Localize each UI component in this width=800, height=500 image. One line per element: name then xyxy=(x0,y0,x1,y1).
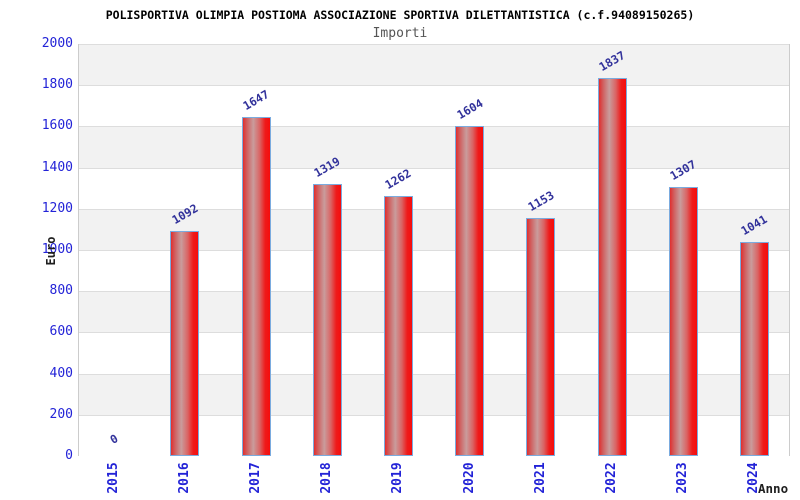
gridline xyxy=(79,167,789,169)
y-tick-label: 400 xyxy=(49,365,73,381)
gridline xyxy=(79,126,789,128)
y-tick-label: 200 xyxy=(49,406,73,422)
bar-2018 xyxy=(313,184,342,456)
y-tick-label: 1400 xyxy=(41,159,73,175)
x-tick-label: 2020 xyxy=(462,462,477,494)
bar-2020 xyxy=(455,126,484,456)
gridline xyxy=(79,44,789,45)
gridline xyxy=(79,414,789,416)
plot-band xyxy=(79,44,789,86)
y-tick-label: 0 xyxy=(65,448,73,463)
bar-2021 xyxy=(526,218,555,456)
chart-title: POLISPORTIVA OLIMPIA POSTIOMA ASSOCIAZIO… xyxy=(105,8,695,22)
y-tick-label: 1600 xyxy=(41,118,73,134)
x-tick-label: 2019 xyxy=(390,462,405,494)
x-tick-label: 2015 xyxy=(106,462,121,494)
gridline xyxy=(79,85,789,87)
gridline xyxy=(79,250,789,251)
bar-2016 xyxy=(170,231,199,456)
plot-band xyxy=(79,126,789,168)
x-tick-label: 2017 xyxy=(248,462,263,494)
bar-2024 xyxy=(740,242,769,456)
x-tick-label: 2018 xyxy=(319,462,334,494)
y-tick-label: 1000 xyxy=(41,242,73,257)
y-axis-title: Euro xyxy=(44,236,58,266)
x-tick-label: 2022 xyxy=(604,462,619,494)
gridline xyxy=(79,208,789,210)
x-tick-label: 2016 xyxy=(177,462,192,494)
x-tick-label: 2023 xyxy=(675,462,690,494)
bar-2017 xyxy=(242,117,271,456)
y-tick-label: 1800 xyxy=(41,77,73,93)
bar-2023 xyxy=(669,187,698,456)
y-tick-label: 600 xyxy=(49,324,73,340)
bar-2019 xyxy=(384,196,413,456)
chart-subtitle: Importi xyxy=(372,26,428,41)
plot-band xyxy=(79,85,789,127)
y-tick-label: 2000 xyxy=(41,36,73,51)
x-axis-title: Anno xyxy=(758,481,789,496)
y-tick-label: 800 xyxy=(49,283,73,299)
gridline xyxy=(79,332,789,334)
x-tick-label: 2021 xyxy=(533,462,548,494)
gridline xyxy=(79,291,789,293)
gridline xyxy=(79,373,789,375)
y-tick-label: 1200 xyxy=(41,200,73,216)
bar-2022 xyxy=(598,78,627,456)
